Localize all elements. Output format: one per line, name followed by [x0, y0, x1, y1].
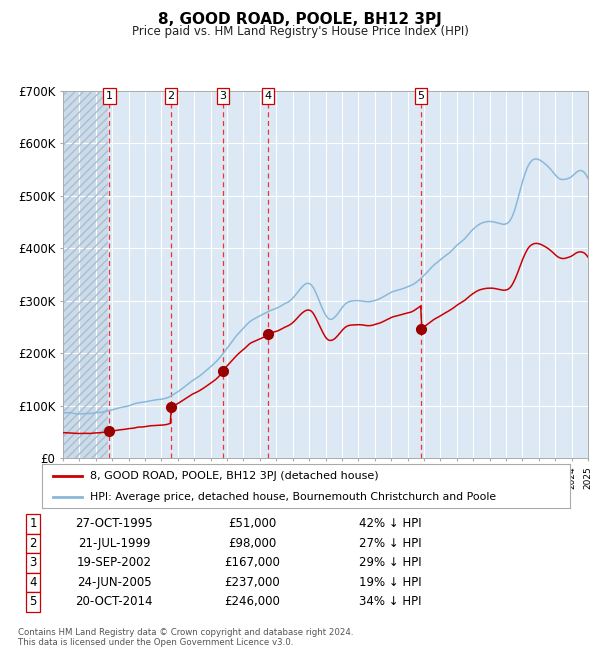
Text: 1: 1	[106, 91, 113, 101]
Bar	[63, 91, 108, 458]
Text: 4: 4	[265, 91, 272, 101]
Text: 5: 5	[418, 91, 425, 101]
Text: £246,000: £246,000	[224, 595, 280, 608]
Text: 19-SEP-2002: 19-SEP-2002	[77, 556, 151, 569]
Text: 5: 5	[29, 595, 37, 608]
Text: Price paid vs. HM Land Registry's House Price Index (HPI): Price paid vs. HM Land Registry's House …	[131, 25, 469, 38]
Text: 3: 3	[29, 556, 37, 569]
Text: 21-JUL-1999: 21-JUL-1999	[78, 537, 150, 550]
Text: 1: 1	[29, 517, 37, 530]
Text: 8, GOOD ROAD, POOLE, BH12 3PJ: 8, GOOD ROAD, POOLE, BH12 3PJ	[158, 12, 442, 27]
Text: 2: 2	[167, 91, 175, 101]
Text: This data is licensed under the Open Government Licence v3.0.: This data is licensed under the Open Gov…	[18, 638, 293, 647]
Text: £51,000: £51,000	[228, 517, 276, 530]
Text: 2: 2	[29, 537, 37, 550]
Text: 42% ↓ HPI: 42% ↓ HPI	[359, 517, 421, 530]
Text: 34% ↓ HPI: 34% ↓ HPI	[359, 595, 421, 608]
Text: 24-JUN-2005: 24-JUN-2005	[77, 576, 151, 589]
Text: 27% ↓ HPI: 27% ↓ HPI	[359, 537, 421, 550]
Text: 3: 3	[220, 91, 226, 101]
Text: 29% ↓ HPI: 29% ↓ HPI	[359, 556, 421, 569]
Text: 19% ↓ HPI: 19% ↓ HPI	[359, 576, 421, 589]
Text: £167,000: £167,000	[224, 556, 280, 569]
Text: 8, GOOD ROAD, POOLE, BH12 3PJ (detached house): 8, GOOD ROAD, POOLE, BH12 3PJ (detached …	[89, 471, 378, 482]
Text: £98,000: £98,000	[228, 537, 276, 550]
Text: Contains HM Land Registry data © Crown copyright and database right 2024.: Contains HM Land Registry data © Crown c…	[18, 628, 353, 637]
Bar	[63, 91, 108, 458]
Text: HPI: Average price, detached house, Bournemouth Christchurch and Poole: HPI: Average price, detached house, Bour…	[89, 492, 496, 502]
Text: 27-OCT-1995: 27-OCT-1995	[75, 517, 153, 530]
Text: 4: 4	[29, 576, 37, 589]
Text: £237,000: £237,000	[224, 576, 280, 589]
Text: 20-OCT-2014: 20-OCT-2014	[75, 595, 153, 608]
